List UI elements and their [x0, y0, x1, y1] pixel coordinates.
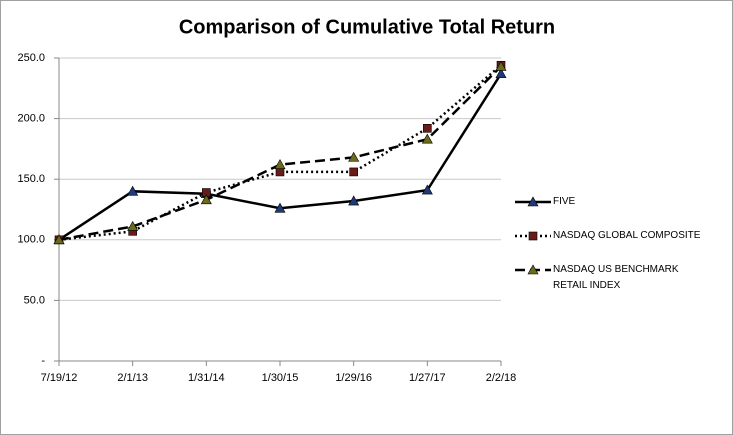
legend-label: FIVE: [553, 196, 576, 207]
marker: [200, 194, 212, 205]
legend-item: NASDAQ US BENCHMARK RETAIL INDEX: [513, 259, 713, 294]
marker: [127, 185, 139, 196]
legend: FIVE NASDAQ GLOBAL COMPOSITE NASDAQ US BEN…: [513, 191, 713, 308]
legend-item: FIVE: [513, 191, 713, 211]
y-tick-label: -: [41, 355, 45, 367]
y-tick-label: 200.0: [17, 113, 45, 125]
marker: [274, 202, 286, 213]
marker: [527, 196, 539, 207]
marker: [349, 167, 358, 177]
marker: [423, 123, 432, 133]
marker: [348, 151, 360, 162]
series-line: [58, 65, 502, 242]
legend-swatch: [515, 264, 551, 275]
marker: [528, 231, 538, 241]
legend-swatch: [515, 196, 551, 207]
marker: [495, 60, 507, 71]
marker: [127, 220, 139, 231]
y-tick-label: 150.0: [17, 173, 45, 185]
marker: [527, 264, 539, 275]
marker: [495, 68, 507, 79]
x-tick-label: 2/1/13: [117, 372, 148, 384]
legend-swatch: [515, 231, 551, 241]
y-tick-label: 50.0: [24, 294, 45, 306]
legend-label: NASDAQ GLOBAL COMPOSITE: [553, 230, 701, 241]
legend-label: NASDAQ US BENCHMARK RETAIL INDEX: [553, 264, 679, 291]
y-tick-label: 250.0: [17, 52, 45, 64]
x-tick-label: 7/19/12: [41, 372, 78, 384]
marker: [348, 195, 360, 206]
series-line: [58, 73, 503, 241]
chart-title: Comparison of Cumulative Total Return: [179, 16, 555, 38]
marker: [275, 167, 285, 177]
x-tick-label: 1/29/16: [335, 372, 372, 384]
x-tick-label: 2/2/18: [486, 372, 517, 384]
marker: [274, 159, 286, 169]
x-tick-label: 1/27/17: [409, 372, 446, 384]
marker: [421, 184, 433, 195]
series-line: [58, 64, 502, 242]
marker: [53, 234, 65, 245]
marker: [421, 133, 433, 144]
x-tick-label: 1/30/15: [262, 372, 299, 384]
x-tick-label: 1/31/14: [188, 372, 225, 384]
legend-item: NASDAQ GLOBAL COMPOSITE: [513, 225, 713, 245]
y-tick-label: 100.0: [17, 234, 45, 246]
